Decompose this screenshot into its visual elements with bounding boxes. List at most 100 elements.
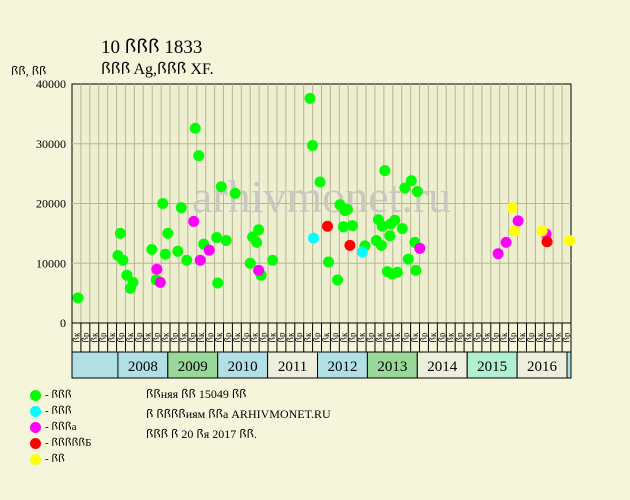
data-point (337, 221, 349, 233)
data-point (72, 292, 84, 304)
data-point (172, 245, 184, 257)
data-point (512, 215, 524, 227)
data-point (162, 227, 174, 239)
x-tick-label: ꟗк (517, 332, 527, 343)
x-tick-label: ꟗр (223, 332, 233, 343)
x-tick-label: ꟗр (472, 332, 482, 343)
data-point (175, 202, 187, 214)
data-point (253, 264, 265, 276)
data-point (391, 266, 403, 278)
data-point (384, 230, 396, 242)
data-point (399, 182, 411, 194)
year-cell (267, 351, 319, 379)
year-cell (466, 351, 518, 379)
x-tick-label: ꟗр (490, 332, 500, 343)
data-point (194, 254, 206, 266)
data-point (389, 214, 401, 226)
legend-item: - ꟗꟗꟗ (30, 387, 72, 402)
data-point (146, 244, 158, 256)
x-tick-label: ꟗр (241, 332, 251, 343)
data-point (220, 235, 232, 247)
x-tick-label: ꟗк (178, 332, 188, 343)
data-point (410, 264, 422, 276)
x-tick-label: ꟗр (169, 332, 179, 343)
data-point (159, 248, 171, 260)
x-tick-label: ꟗк (71, 332, 81, 343)
data-point (203, 244, 215, 256)
legend-swatch (30, 421, 41, 433)
data-point (541, 236, 553, 248)
legend-label: - ꟗꟗꟗа (45, 421, 77, 433)
x-tick-label: ꟗк (553, 332, 563, 343)
x-tick-label: ꟗр (419, 332, 429, 343)
data-point (536, 225, 548, 237)
year-label: 2015 (477, 359, 507, 375)
data-point (211, 232, 223, 244)
year-cell (516, 351, 568, 379)
x-tick-label: ꟗк (125, 332, 135, 343)
x-tick-label: ꟗк (357, 332, 367, 343)
data-point (215, 181, 227, 193)
x-tick-label: ꟗр (152, 332, 162, 343)
x-tick-label: ꟗр (134, 332, 144, 343)
legend-item: - ꟗꟗꟗ (30, 403, 72, 418)
info-average: ꟗꟗняя ꟗꟗ 15049 ꟗꟗ (146, 387, 247, 401)
data-point (402, 253, 414, 265)
x-tick-label: ꟗк (196, 332, 206, 343)
x-tick-label: ꟗр (526, 332, 536, 343)
data-point (414, 242, 426, 254)
x-tick-label: ꟗр (508, 332, 518, 343)
x-tick-label: ꟗр (98, 332, 108, 343)
year-label: 2008 (128, 359, 158, 375)
year-label: 2016 (527, 359, 558, 375)
chart-subtitle: ꟗꟗꟗ Ag,ꟗꟗꟗ XF. (101, 61, 214, 78)
x-tick-label: ꟗк (214, 332, 224, 343)
year-label: 2014 (427, 359, 458, 375)
y-tick-label: 40000 (36, 77, 66, 91)
data-point (229, 187, 241, 199)
x-tick-label: ꟗк (410, 332, 420, 343)
x-tick-label: ꟗк (481, 332, 491, 343)
x-tick-label: ꟗк (499, 332, 509, 343)
x-tick-label: ꟗк (232, 332, 242, 343)
x-tick-label: ꟗр (205, 332, 215, 343)
legend-label: - ꟗꟗ (45, 453, 65, 465)
x-tick-label: ꟗк (143, 332, 153, 343)
x-tick-label: ꟗр (312, 332, 322, 343)
data-point (188, 215, 200, 227)
x-tick-label: ꟗк (535, 332, 545, 343)
data-point (308, 232, 320, 244)
info-date: ꟗꟗꟗ ꟗ 20 ꟗя 2017 ꟗꟗ. (146, 427, 257, 441)
year-cell (117, 351, 169, 379)
data-point (376, 220, 388, 232)
legend-item: - ꟗꟗ (30, 451, 65, 466)
y-tick-label: 30000 (36, 137, 66, 151)
x-tick-label: ꟗр (330, 332, 340, 343)
x-tick-label: ꟗр (187, 332, 197, 343)
x-tick-label: ꟗк (303, 332, 313, 343)
legend-item: - ꟗꟗꟗа (30, 419, 77, 434)
data-point (154, 276, 166, 288)
data-point (127, 276, 139, 288)
chart-title: 10 ꟗꟗꟗ 1833 (101, 37, 203, 58)
legend-swatch (30, 453, 41, 465)
x-tick-label: ꟗк (339, 332, 349, 343)
x-tick-label: ꟗк (446, 332, 456, 343)
data-point (307, 140, 319, 152)
data-point (331, 274, 343, 286)
legend-label: - ꟗꟗꟗꟗꟗБ (45, 437, 92, 449)
year-cell (416, 351, 468, 379)
x-tick-label: ꟗк (428, 332, 438, 343)
x-tick-label: ꟗр (366, 332, 376, 343)
x-tick-label: ꟗр (455, 332, 465, 343)
data-point (189, 122, 201, 134)
legend-label: - ꟗꟗꟗ (45, 405, 72, 417)
x-tick-label: ꟗр (562, 332, 572, 343)
year-label: 2013 (377, 359, 407, 375)
data-point (114, 227, 126, 239)
data-point (267, 254, 279, 266)
data-point (212, 277, 224, 289)
legend-label: - ꟗꟗꟗ (45, 389, 72, 401)
data-point (304, 92, 316, 104)
